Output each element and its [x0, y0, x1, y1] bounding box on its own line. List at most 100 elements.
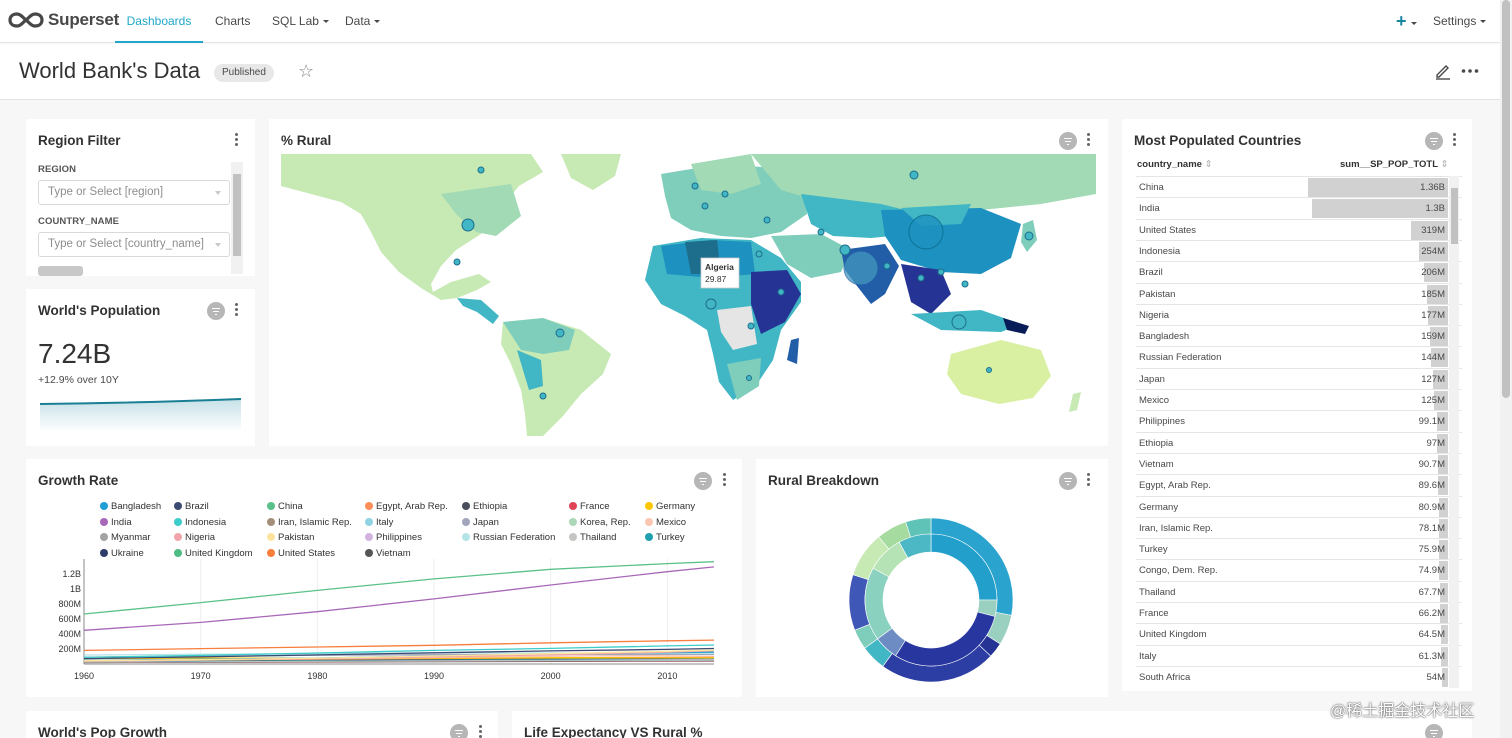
table-row[interactable]: Nigeria 177M	[1136, 303, 1462, 325]
new-item-button[interactable]: +	[1396, 12, 1417, 30]
table-row[interactable]: Philippines 99.1M	[1136, 410, 1462, 432]
table-row[interactable]: United States 319M	[1136, 218, 1462, 240]
legend-item[interactable]: Bangladesh	[100, 501, 161, 512]
legend-item[interactable]: Russian Federation	[462, 532, 555, 543]
region-select[interactable]: Type or Select [region]	[38, 180, 230, 205]
legend-item[interactable]: Japan	[462, 517, 499, 528]
legend-item[interactable]: Mexico	[645, 517, 686, 528]
world-population-card: World's Population 7.24B +12.9% over 10Y	[26, 289, 255, 446]
series-line[interactable]	[83, 653, 715, 658]
world-map[interactable]: Algeria 29.87	[281, 154, 1096, 439]
table-row[interactable]: Italy 61.3M	[1136, 644, 1462, 666]
edit-icon[interactable]	[1434, 62, 1452, 80]
legend-item[interactable]: Vietnam	[365, 548, 411, 559]
bubble-brazil	[555, 328, 565, 338]
page-title[interactable]: World Bank's Data	[19, 58, 201, 83]
legend-item[interactable]: Egypt, Arab Rep.	[365, 501, 448, 512]
legend-item[interactable]: Ethiopia	[462, 501, 507, 512]
kebab-menu-icon[interactable]	[1087, 133, 1091, 148]
nav-sql-lab[interactable]: SQL Lab	[272, 0, 329, 43]
legend-item[interactable]: United Kingdom	[174, 548, 253, 559]
superset-logo[interactable]: Superset	[8, 9, 119, 31]
legend-item[interactable]: Korea, Rep.	[569, 517, 631, 528]
table-row[interactable]: South Africa 54M	[1136, 665, 1462, 687]
legend-item[interactable]: Thailand	[569, 532, 616, 543]
scrollbar[interactable]	[231, 162, 243, 274]
table-row[interactable]: Iran, Islamic Rep. 78.1M	[1136, 516, 1462, 538]
filter-icon[interactable]	[1425, 724, 1443, 738]
legend-item[interactable]: United States	[267, 548, 335, 559]
scrollbar-thumb[interactable]	[233, 174, 241, 256]
series-line[interactable]	[83, 561, 715, 615]
legend-item[interactable]: Italy	[365, 517, 393, 528]
table-row[interactable]: Thailand 67.7M	[1136, 580, 1462, 602]
column-header-country[interactable]: country_name ⇕	[1137, 159, 1213, 170]
filter-icon[interactable]	[694, 472, 712, 490]
kebab-menu-icon[interactable]	[1087, 473, 1091, 488]
kebab-menu-icon[interactable]	[1453, 133, 1457, 148]
scrollbar-thumb[interactable]	[1451, 188, 1458, 244]
legend-item[interactable]: Germany	[645, 501, 695, 512]
table-row[interactable]: Egypt, Arab Rep. 89.6M	[1136, 474, 1462, 496]
legend-item[interactable]: Turkey	[645, 532, 685, 543]
filter-icon[interactable]	[450, 724, 468, 738]
filter-icon[interactable]	[1059, 132, 1077, 150]
table-row[interactable]: Germany 80.9M	[1136, 495, 1462, 517]
bubble-indonesia	[951, 314, 967, 330]
table-row[interactable]: Indonesia 254M	[1136, 239, 1462, 261]
table-row[interactable]: Brazil 206M	[1136, 261, 1462, 283]
table-scrollbar[interactable]	[1449, 176, 1459, 688]
sunburst-slice[interactable]	[898, 533, 932, 559]
scrollbar-thumb[interactable]	[1502, 0, 1510, 398]
legend-item[interactable]: India	[100, 517, 132, 528]
series-line[interactable]	[83, 639, 715, 652]
kebab-menu-icon[interactable]	[235, 303, 239, 318]
legend-item[interactable]: Ukraine	[100, 548, 144, 559]
kebab-menu-icon[interactable]	[723, 473, 727, 488]
table-row[interactable]: China 1.36B	[1136, 176, 1462, 197]
column-header-pop[interactable]: sum__SP_POP_TOTL ⇕	[1340, 159, 1448, 170]
page-scrollbar[interactable]	[1500, 0, 1512, 738]
table-row[interactable]: Russian Federation 144M	[1136, 346, 1462, 368]
country-select[interactable]: Type or Select [country_name]	[38, 232, 230, 257]
apply-button[interactable]	[38, 266, 83, 276]
filter-icon[interactable]	[1425, 132, 1443, 150]
table-row[interactable]: India 1.3B	[1136, 197, 1462, 219]
legend-item[interactable]: Pakistan	[267, 532, 314, 543]
filter-icon[interactable]	[207, 302, 225, 320]
series-line[interactable]	[83, 566, 715, 631]
favorite-star-icon[interactable]: ☆	[298, 61, 315, 81]
nav-dashboards[interactable]: Dashboards	[115, 0, 203, 43]
legend-item[interactable]: Brazil	[174, 501, 209, 512]
rural-sunburst-chart[interactable]	[846, 515, 1016, 685]
legend-item[interactable]: China	[267, 501, 303, 512]
legend-item[interactable]: France	[569, 501, 610, 512]
published-badge[interactable]: Published	[214, 64, 274, 82]
table-row[interactable]: Pakistan 185M	[1136, 282, 1462, 304]
table-row[interactable]: France 66.2M	[1136, 602, 1462, 623]
legend-item[interactable]: Indonesia	[174, 517, 226, 528]
legend-item[interactable]: Philippines	[365, 532, 422, 543]
legend-item[interactable]: Nigeria	[174, 532, 215, 543]
table-row[interactable]: Vietnam 90.7M	[1136, 452, 1462, 474]
kebab-menu-icon[interactable]	[235, 133, 239, 148]
table-row[interactable]: United Kingdom 64.5M	[1136, 623, 1462, 645]
series-line[interactable]	[83, 647, 715, 660]
table-row[interactable]: Japan 127M	[1136, 367, 1462, 389]
settings-menu[interactable]: Settings	[1433, 0, 1487, 43]
table-row[interactable]: Turkey 75.9M	[1136, 538, 1462, 560]
table-row[interactable]: Ethiopia 97M	[1136, 431, 1462, 453]
table-row[interactable]: Congo, Dem. Rep. 74.9M	[1136, 559, 1462, 581]
series-line[interactable]	[83, 649, 715, 662]
more-options-icon[interactable]	[1461, 68, 1479, 74]
nav-charts[interactable]: Charts	[215, 14, 251, 28]
kebab-menu-icon[interactable]	[479, 725, 483, 738]
nav-data[interactable]: Data	[345, 0, 381, 43]
series-line[interactable]	[83, 644, 715, 659]
legend-item[interactable]: Iran, Islamic Rep.	[267, 517, 352, 528]
table-row[interactable]: Mexico 125M	[1136, 389, 1462, 410]
table-row[interactable]: Bangladesh 159M	[1136, 325, 1462, 347]
growth-rate-line-chart[interactable]: 1960 1970 1980 1990 2000 2010 200M 400M 600M 800M…	[26, 554, 742, 687]
filter-icon[interactable]	[1059, 472, 1077, 490]
legend-item[interactable]: Myanmar	[100, 532, 151, 543]
